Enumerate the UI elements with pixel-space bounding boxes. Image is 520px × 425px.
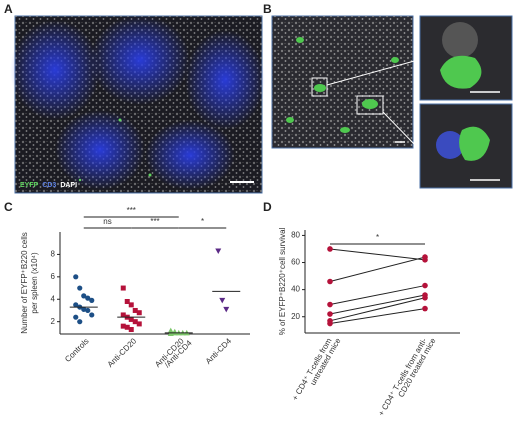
y-tick-label: 40 xyxy=(291,285,300,294)
data-point xyxy=(223,306,230,313)
data-point xyxy=(120,323,126,329)
data-point xyxy=(167,327,174,334)
y-tick-label: 80 xyxy=(291,231,300,240)
y-tick-label: 8 xyxy=(51,250,56,259)
pair-line xyxy=(329,285,426,306)
y-tick-label: 60 xyxy=(291,258,300,267)
significance-label: *** xyxy=(150,217,159,226)
data-point xyxy=(120,312,126,318)
data-point xyxy=(128,327,134,333)
data-point xyxy=(73,314,79,320)
data-point xyxy=(128,302,134,308)
data-point xyxy=(422,294,428,301)
pair-line xyxy=(329,297,426,322)
panel-label: A xyxy=(4,2,13,16)
data-point xyxy=(132,307,138,313)
y-tick-label: 6 xyxy=(51,272,56,281)
data-point xyxy=(89,297,95,303)
significance-label: ns xyxy=(103,217,111,226)
x-tick-label: Anti-CD4 xyxy=(204,336,234,366)
y-tick-label: 20 xyxy=(291,312,300,321)
significance-label: *** xyxy=(127,206,136,215)
panel-label: B xyxy=(263,2,272,16)
data-point xyxy=(215,248,222,255)
y-axis-label: % of EYFP⁺B220⁺cell survival xyxy=(278,227,287,335)
y-axis-label: Number of EYFP⁺B220 cells xyxy=(20,232,29,334)
data-point xyxy=(89,312,95,318)
x-tick-label: + CD4⁺ T-cells from xyxy=(290,336,333,402)
data-point xyxy=(81,293,87,299)
significance-label: * xyxy=(201,217,204,226)
data-point xyxy=(422,282,428,289)
data-point xyxy=(81,306,87,312)
data-point xyxy=(73,302,79,308)
panel-label: C xyxy=(4,200,13,214)
image-a xyxy=(10,15,265,194)
data-point xyxy=(77,285,83,291)
x-tick-label: Controls xyxy=(63,337,90,364)
data-point xyxy=(128,316,134,322)
x-tick-label: Anti-CD20 xyxy=(106,336,139,369)
image-b xyxy=(271,15,513,189)
data-point xyxy=(327,246,333,252)
data-point xyxy=(73,274,79,280)
data-point xyxy=(422,254,428,260)
data-point xyxy=(327,320,333,327)
data-point xyxy=(132,319,138,325)
data-point xyxy=(422,305,428,312)
pair-line xyxy=(329,256,426,282)
y-axis-label: per spleen (x10⁴) xyxy=(30,252,39,314)
pair-line xyxy=(329,294,426,315)
data-point xyxy=(327,311,333,317)
significance-label: * xyxy=(376,233,379,242)
x-tick-label: + CD4⁺ T-cells from anti- xyxy=(377,336,429,417)
data-point xyxy=(85,307,91,314)
data-point xyxy=(327,278,333,285)
legend-entry: DAPI xyxy=(60,182,77,189)
data-point xyxy=(124,298,130,304)
data-point xyxy=(327,301,333,308)
data-point xyxy=(120,285,126,291)
data-point xyxy=(85,295,91,301)
data-point xyxy=(77,319,83,325)
legend-entry: CD3 xyxy=(42,182,56,189)
y-tick-label: 4 xyxy=(51,294,56,303)
data-point xyxy=(124,324,130,330)
pair-line xyxy=(329,308,426,325)
data-point xyxy=(136,321,142,327)
pair-line xyxy=(329,248,426,261)
data-point xyxy=(136,310,142,316)
panel-label: D xyxy=(263,200,272,214)
legend-entry: EYFP xyxy=(20,182,39,189)
data-point xyxy=(219,297,226,304)
y-tick-label: 2 xyxy=(51,317,56,326)
